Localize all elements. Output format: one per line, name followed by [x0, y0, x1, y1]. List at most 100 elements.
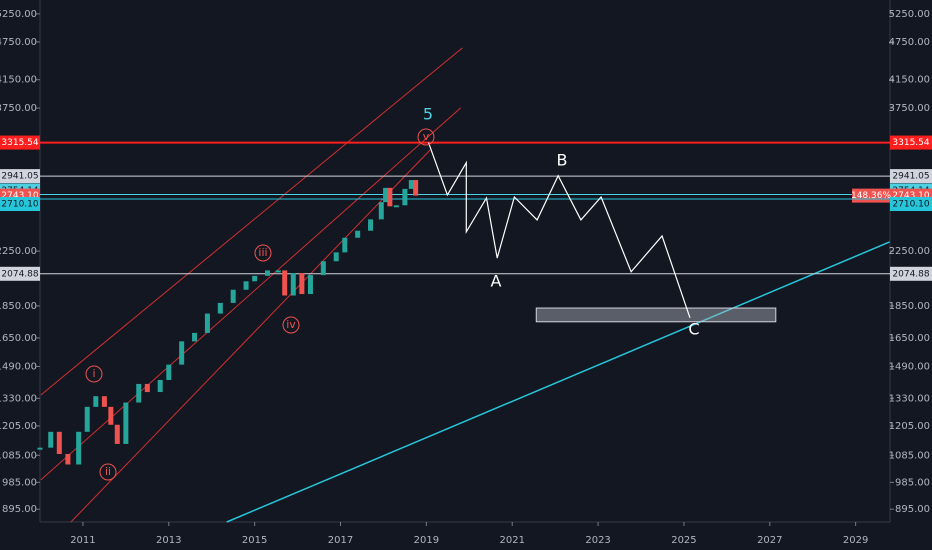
- candle: [413, 180, 419, 196]
- y-tick-label: 4750.00: [889, 37, 930, 48]
- candle: [342, 237, 348, 253]
- x-tick-label: 2015: [242, 535, 267, 546]
- y-tick-label: 4150.00: [889, 75, 930, 86]
- price-tag-label: 2074.88: [1, 269, 38, 279]
- y-tick-label: 2250.00: [889, 246, 930, 257]
- y-tick-label: 2250.00: [0, 246, 37, 257]
- candle: [65, 454, 71, 465]
- price-tag: [0, 169, 40, 184]
- roman-label: v: [423, 130, 430, 143]
- y-tick-label: 1650.00: [0, 333, 37, 344]
- trend-line: [226, 241, 890, 523]
- x-tick-label: 2013: [156, 535, 181, 546]
- candle: [320, 261, 326, 276]
- y-tick-label: 4750.00: [0, 37, 37, 48]
- candle: [368, 219, 374, 231]
- price-tag-label: 2710.10: [892, 200, 929, 210]
- change-label: 148.36%: [851, 191, 891, 201]
- price-tag: [0, 266, 40, 281]
- candle: [123, 402, 129, 444]
- price-tag: [0, 197, 40, 212]
- wave-circle: [254, 244, 272, 262]
- candle: [136, 383, 142, 403]
- x-tick-label: 2023: [585, 535, 610, 546]
- candle: [204, 313, 210, 333]
- candle: [383, 187, 389, 203]
- x-tick-label: 2019: [414, 535, 439, 546]
- y-tick-label: 1330.00: [0, 393, 37, 404]
- price-tag: [0, 135, 40, 150]
- candle: [93, 396, 99, 407]
- candle: [307, 275, 313, 295]
- candle: [101, 396, 107, 407]
- y-tick-label: 3750.00: [889, 103, 930, 114]
- price-tag: [890, 266, 932, 281]
- y-tick-label: 985.00: [2, 477, 37, 488]
- wave-circle: [99, 463, 117, 481]
- candle: [275, 270, 281, 273]
- candle: [355, 230, 361, 238]
- y-tick-label: 1650.00: [889, 333, 930, 344]
- candle: [299, 273, 305, 295]
- candle: [393, 205, 399, 208]
- wave-label: B: [557, 151, 568, 170]
- wave-label: A: [491, 272, 502, 291]
- x-tick-label: 2027: [757, 535, 782, 546]
- candle: [217, 302, 223, 314]
- candle: [265, 270, 271, 276]
- x-tick-label: 2017: [328, 535, 353, 546]
- candle: [252, 275, 258, 282]
- y-tick-label: 895.00: [2, 504, 37, 515]
- candle: [76, 431, 82, 465]
- candle: [114, 424, 120, 444]
- y-tick-label: 3750.00: [0, 103, 37, 114]
- roman-label: i: [92, 367, 95, 380]
- x-tick-label: 2011: [70, 535, 95, 546]
- wave-label: C: [688, 320, 699, 339]
- candle: [387, 187, 393, 207]
- price-tag-label: 2074.88: [892, 269, 929, 279]
- price-tag-label: 3315.54: [892, 138, 929, 148]
- y-tick-label: 1205.00: [889, 421, 930, 432]
- candle: [378, 202, 384, 220]
- price-tag: [890, 169, 932, 184]
- candle: [290, 273, 296, 296]
- wave-circle: [417, 128, 435, 146]
- price-tag: [890, 135, 932, 150]
- candle: [48, 431, 54, 448]
- price-tag-label: 2941.05: [1, 172, 38, 182]
- price-tag-label: 2710.10: [1, 200, 38, 210]
- candle: [56, 431, 62, 455]
- y-tick-label: 1490.00: [889, 361, 930, 372]
- y-tick-label: 5250.00: [889, 9, 930, 20]
- channel-line: [70, 149, 431, 523]
- y-tick-label: 4150.00: [0, 75, 37, 86]
- channel-line: [40, 47, 463, 396]
- candle: [108, 406, 114, 425]
- candle: [333, 252, 339, 262]
- candle: [192, 332, 198, 342]
- roman-label: iv: [286, 318, 296, 331]
- y-tick-label: 1085.00: [889, 450, 930, 461]
- x-tick-label: 2025: [671, 535, 696, 546]
- wave-circle: [282, 316, 300, 334]
- candle: [166, 364, 172, 380]
- x-tick-label: 2029: [843, 535, 868, 546]
- roman-label: ii: [105, 465, 111, 478]
- candle: [402, 188, 408, 206]
- y-tick-label: 1205.00: [0, 421, 37, 432]
- wave-circle: [85, 365, 103, 383]
- roman-label: iii: [258, 246, 267, 259]
- price-tag: [890, 197, 932, 212]
- y-tick-label: 1330.00: [889, 393, 930, 404]
- y-tick-label: 1085.00: [0, 450, 37, 461]
- candle: [230, 289, 236, 303]
- wave-path: [427, 142, 691, 319]
- price-tag-label: 3315.54: [1, 138, 38, 148]
- candle: [84, 406, 90, 432]
- y-tick-label: 1490.00: [0, 361, 37, 372]
- candle: [408, 180, 414, 189]
- y-tick-label: 1850.00: [0, 301, 37, 312]
